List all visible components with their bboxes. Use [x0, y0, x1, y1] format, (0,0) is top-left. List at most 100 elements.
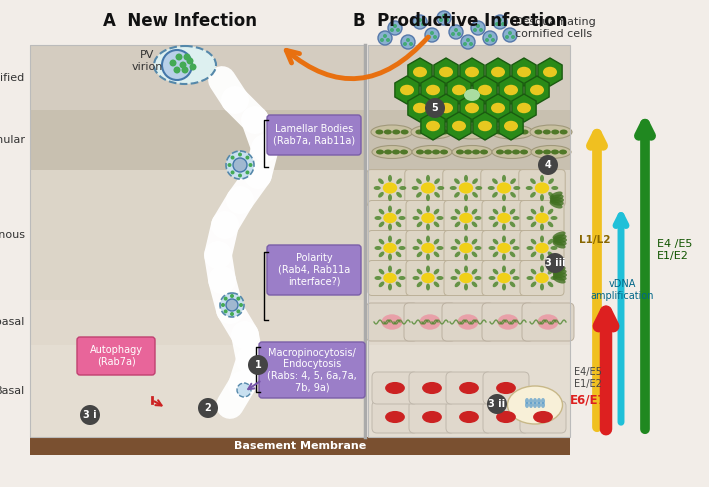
FancyBboxPatch shape [267, 245, 361, 295]
Ellipse shape [413, 67, 427, 77]
Ellipse shape [510, 269, 515, 275]
Ellipse shape [497, 213, 510, 223]
Ellipse shape [540, 254, 544, 261]
FancyBboxPatch shape [366, 303, 418, 341]
Circle shape [413, 15, 427, 29]
Ellipse shape [553, 234, 566, 241]
Ellipse shape [385, 411, 405, 423]
Ellipse shape [525, 186, 532, 190]
Ellipse shape [551, 150, 559, 154]
Ellipse shape [396, 239, 401, 244]
Ellipse shape [513, 276, 520, 280]
Circle shape [433, 35, 437, 39]
Ellipse shape [450, 216, 457, 220]
Ellipse shape [379, 251, 384, 257]
Ellipse shape [504, 121, 518, 131]
Circle shape [230, 312, 234, 316]
Circle shape [236, 297, 240, 300]
Ellipse shape [374, 246, 381, 250]
Ellipse shape [459, 183, 473, 194]
Ellipse shape [413, 103, 427, 113]
FancyBboxPatch shape [481, 169, 527, 206]
Ellipse shape [426, 254, 430, 261]
Ellipse shape [459, 411, 479, 423]
Ellipse shape [464, 265, 468, 273]
FancyBboxPatch shape [482, 201, 526, 236]
Ellipse shape [530, 178, 536, 184]
Circle shape [390, 28, 394, 32]
FancyBboxPatch shape [368, 261, 412, 296]
Polygon shape [538, 58, 562, 86]
Ellipse shape [525, 398, 529, 404]
FancyBboxPatch shape [446, 372, 492, 404]
FancyBboxPatch shape [77, 337, 155, 375]
Ellipse shape [552, 266, 566, 274]
Text: A  New Infection: A New Infection [103, 12, 257, 30]
Ellipse shape [529, 402, 533, 408]
Ellipse shape [550, 199, 564, 206]
Ellipse shape [540, 175, 544, 182]
Ellipse shape [379, 209, 384, 214]
Ellipse shape [533, 398, 537, 404]
Ellipse shape [411, 125, 453, 139]
Ellipse shape [452, 146, 492, 158]
Ellipse shape [496, 150, 504, 154]
FancyBboxPatch shape [409, 401, 455, 433]
Ellipse shape [454, 281, 460, 287]
Ellipse shape [412, 186, 419, 190]
Ellipse shape [550, 246, 557, 250]
Ellipse shape [520, 130, 529, 134]
Ellipse shape [502, 175, 506, 182]
Ellipse shape [540, 265, 544, 273]
FancyBboxPatch shape [482, 303, 534, 341]
Circle shape [498, 18, 502, 22]
Ellipse shape [475, 186, 482, 190]
Ellipse shape [457, 314, 479, 330]
Ellipse shape [480, 150, 488, 154]
Text: 1: 1 [255, 360, 262, 370]
Circle shape [383, 34, 387, 38]
Ellipse shape [450, 276, 457, 280]
FancyBboxPatch shape [520, 230, 564, 265]
Ellipse shape [464, 206, 468, 212]
Circle shape [186, 57, 194, 64]
Bar [30, 437, 570, 455]
Ellipse shape [497, 183, 511, 194]
Ellipse shape [426, 175, 430, 182]
Ellipse shape [535, 273, 549, 283]
Circle shape [418, 18, 422, 22]
Ellipse shape [552, 241, 566, 248]
Ellipse shape [417, 251, 423, 257]
Circle shape [238, 152, 242, 156]
Ellipse shape [543, 130, 551, 134]
Text: B  Productive Infection: B Productive Infection [353, 12, 567, 30]
Ellipse shape [417, 281, 423, 287]
Circle shape [463, 42, 467, 46]
Ellipse shape [540, 194, 544, 201]
Ellipse shape [376, 150, 384, 154]
Ellipse shape [510, 178, 516, 184]
Ellipse shape [413, 246, 420, 250]
Ellipse shape [530, 85, 544, 95]
Ellipse shape [537, 398, 541, 404]
Ellipse shape [454, 222, 460, 227]
Ellipse shape [530, 125, 572, 139]
Polygon shape [486, 94, 510, 122]
Circle shape [401, 35, 415, 49]
Text: Spinous: Spinous [0, 230, 25, 240]
Ellipse shape [388, 194, 392, 201]
Ellipse shape [434, 251, 440, 257]
Ellipse shape [456, 150, 464, 154]
Ellipse shape [400, 150, 408, 154]
Ellipse shape [388, 265, 392, 273]
Text: vDNA
amplification: vDNA amplification [591, 279, 654, 301]
Ellipse shape [502, 224, 506, 230]
Ellipse shape [383, 183, 397, 194]
Ellipse shape [400, 85, 414, 95]
FancyBboxPatch shape [444, 230, 488, 265]
Ellipse shape [388, 236, 392, 243]
Ellipse shape [374, 276, 381, 280]
Ellipse shape [548, 192, 554, 198]
Ellipse shape [496, 411, 516, 423]
Ellipse shape [434, 209, 440, 214]
